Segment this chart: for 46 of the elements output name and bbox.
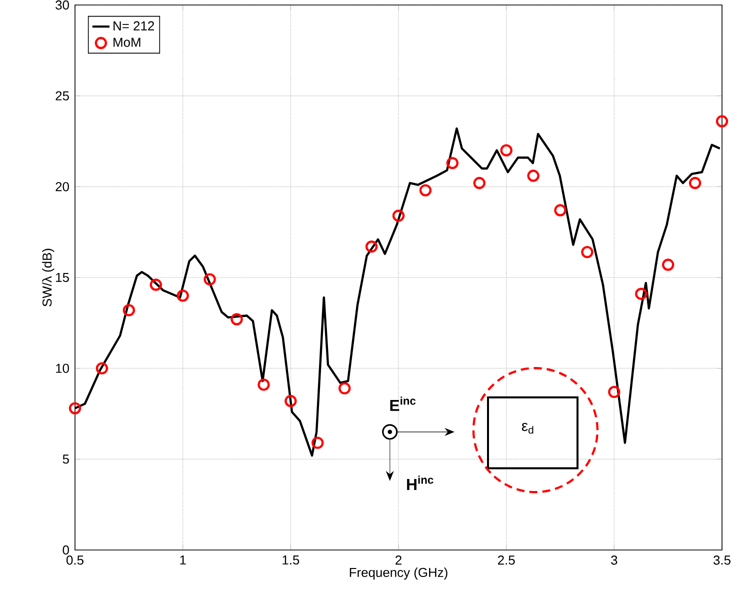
point [554,204,566,216]
point [500,144,512,156]
annotation: ε$_{d}$ [522,422,534,434]
point [176,290,189,302]
point [716,115,728,128]
legend-label: N= 212 [114,21,154,30]
point [581,246,594,258]
y-axis-title: SW/λ (dB) [42,248,54,306]
point [365,240,378,253]
annotation: E$^{inc}$ [390,396,416,411]
point [258,378,270,391]
x-tick-label: 3.5 [714,556,730,565]
point [230,313,243,326]
y-tick-label: 10 [56,364,69,373]
point [527,170,540,182]
point [96,362,108,374]
point [473,176,486,190]
y-tick-label: 25 [56,91,69,100]
x-axis-title: Frequency (GHz) [350,568,448,580]
x-tick-label: 1.5 [282,556,300,565]
y-tick-label: 30 [56,0,69,10]
x-tick-label: 0.5 [66,556,84,565]
point [338,382,351,394]
x-tick-label: 2 [396,556,402,565]
y-tick-label: 5 [62,454,69,464]
point [122,304,136,316]
point [312,436,324,449]
point [392,210,405,222]
x-tick-label: 2.5 [498,556,515,565]
point [204,273,216,286]
point [608,386,620,398]
x-tick-label: 3 [611,556,618,565]
point [150,278,162,291]
point [662,258,674,271]
point [635,288,648,300]
point [688,176,702,190]
point [419,184,432,196]
point [446,156,459,170]
x-tick-label: 1 [180,556,186,564]
y-tick-label: 0 [62,545,69,555]
y-tick-label: 20 [56,182,69,192]
point [68,402,82,414]
y-tick-label: 15 [56,272,69,282]
annotation: H$^{inc}$ [407,476,434,490]
legend-label: MoM [114,38,140,47]
point [284,394,297,408]
